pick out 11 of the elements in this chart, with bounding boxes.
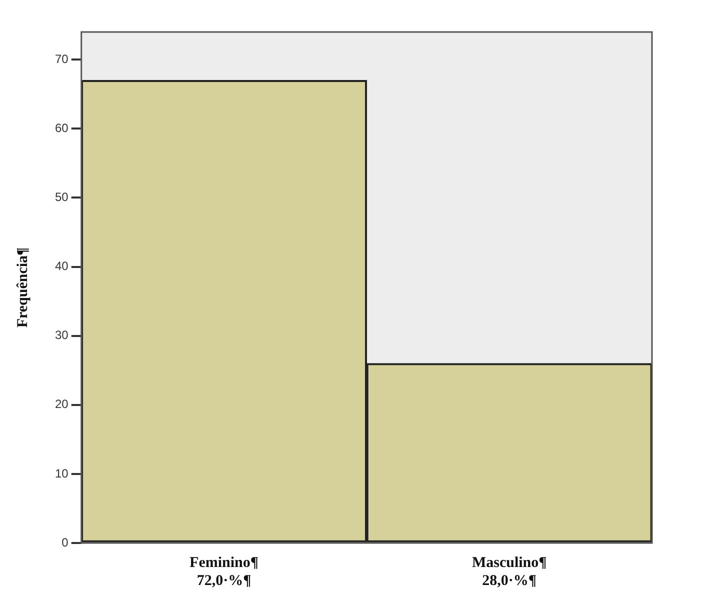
- y-tick-label: 0: [62, 535, 69, 550]
- y-tick-label: 60: [54, 120, 69, 135]
- y-tick-label: 10: [54, 466, 69, 480]
- y-tick-label: 20: [54, 397, 69, 412]
- y-tick-label: 40: [54, 259, 69, 274]
- x-tick-label: Feminino¶ 72,0·%¶: [190, 554, 258, 589]
- y-tick-label: 30: [54, 328, 69, 342]
- y-tick-label: 70: [54, 52, 69, 66]
- y-tick-label: 50: [54, 190, 69, 204]
- y-axis-title: Frequência¶: [14, 247, 31, 328]
- x-tick-label: Masculino¶ 28,0·%¶: [472, 554, 547, 589]
